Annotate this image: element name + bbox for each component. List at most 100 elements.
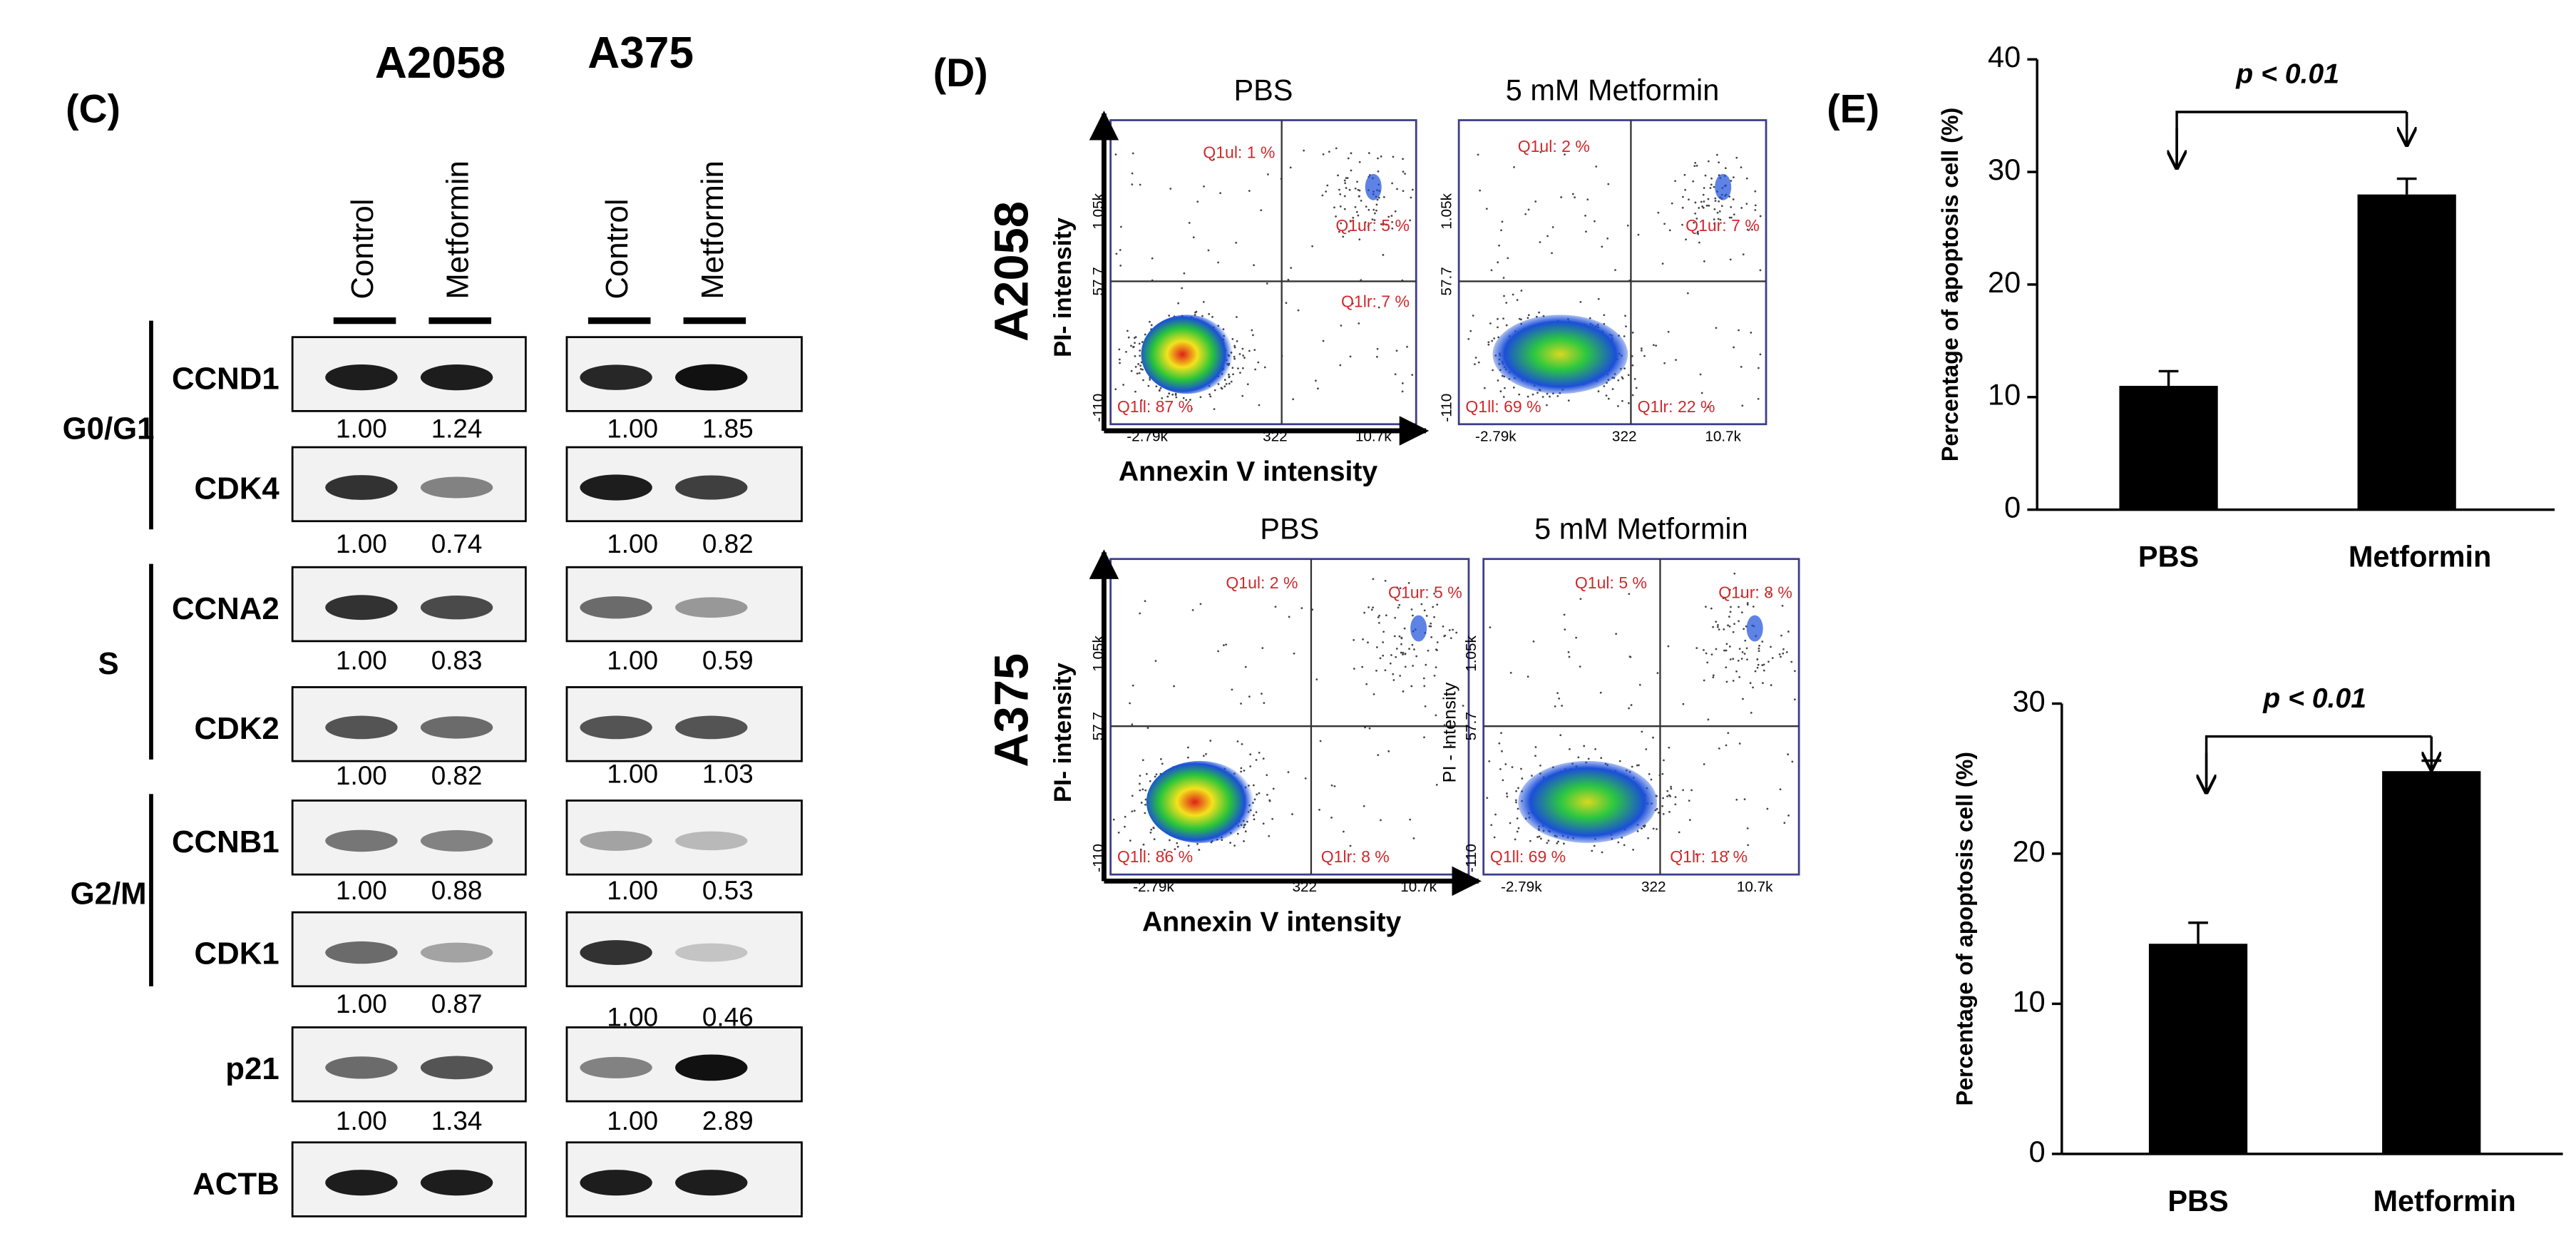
event-dot [1217,261,1219,264]
cell-line-label: A2058 [986,201,1039,342]
event-dot [1228,375,1231,378]
y-axis-label: PI- intensity [1050,217,1077,357]
event-dot [1144,812,1146,815]
event-dot [1412,837,1415,839]
event-dot [1499,390,1502,393]
event-dot [1749,682,1752,685]
event-dot [1462,705,1464,707]
event-dot [1757,367,1760,369]
event-dot [1563,613,1566,616]
event-dot [1703,260,1705,262]
event-dot [1213,389,1216,392]
event-dot [1384,669,1387,672]
event-dot [1514,799,1517,802]
event-dot [1750,712,1753,714]
event-dot [1643,354,1646,357]
event-dot [1358,228,1360,230]
event-dot [1155,385,1158,388]
density-blob [1146,760,1254,843]
event-dot [1367,606,1370,608]
event-dot [1173,685,1175,688]
event-dot [1738,606,1740,608]
event-dot [1728,616,1730,618]
event-dot [1770,684,1772,687]
event-dot [1140,802,1143,804]
event-dot [1761,640,1764,643]
event-dot [1738,620,1740,623]
event-dot [1720,205,1723,208]
event-dot [1650,778,1653,781]
event-dot [1489,322,1492,325]
event-dot [1652,736,1654,739]
event-dot [1398,603,1401,606]
event-dot [1448,629,1451,631]
event-dot [1114,388,1117,391]
event-dot [1267,173,1269,175]
event-dot [1694,201,1697,204]
event-dot [1378,621,1380,624]
event-dot [1652,827,1655,830]
event-dot [1688,819,1691,822]
event-dot [1402,170,1405,173]
event-dot [1725,744,1728,747]
event-dot [1412,188,1414,191]
event-dot [1577,756,1580,759]
event-dot [1766,807,1769,810]
event-dot [1266,793,1268,796]
event-dot [1131,795,1134,797]
event-dot [1762,682,1764,685]
y-tick-label: 0 [2029,1135,2046,1168]
event-dot [1771,657,1774,660]
event-dot [1229,842,1232,844]
event-dot [1242,354,1244,357]
y-tick-label: 10 [1988,378,2021,412]
event-dot [1738,676,1741,678]
event-dot [1423,609,1426,612]
event-dot [1564,153,1566,156]
event-dot [1144,600,1146,603]
event-dot [1175,396,1178,399]
event-dot [1509,822,1512,824]
event-dot [1288,616,1290,618]
ratio-label: 0.74 [431,529,483,558]
event-dot [1724,167,1727,170]
event-dot [1746,602,1749,604]
event-dot [1134,390,1136,393]
event-dot [1365,683,1368,685]
event-dot [1367,641,1369,644]
event-dot [1706,661,1709,664]
event-dot [1118,358,1121,361]
event-dot [1330,817,1333,819]
event-dot [1526,395,1529,398]
event-dot [1354,187,1357,190]
event-dot [1626,224,1629,227]
event-dot [1524,213,1527,215]
quadrant-label: Q1ur: 7 % [1685,216,1760,235]
event-dot [1787,630,1790,633]
x-tick-label: 322 [1641,879,1666,895]
event-dot [1747,844,1750,847]
event-dot [1410,196,1412,199]
event-dot [1262,757,1265,760]
event-dot [1412,665,1415,667]
event-dot [1402,158,1404,160]
event-dot [1149,831,1152,834]
event-dot [1507,257,1509,260]
event-dot [1628,593,1631,596]
event-dot [1436,603,1439,606]
event-dot [1787,753,1790,756]
event-dot [1520,290,1523,292]
event-dot [1732,198,1735,200]
event-dot [1781,605,1784,607]
y-tick-label: 30 [1988,153,2021,186]
ratio-label: 1.24 [431,414,483,444]
event-dot [1712,626,1714,628]
event-dot [1209,393,1211,396]
event-dot [1449,744,1452,747]
ratio-label: 0.53 [702,876,754,905]
event-dot [1377,306,1380,309]
event-dot [1241,347,1244,350]
event-dot [1783,822,1786,824]
event-dot [1536,392,1539,394]
ratio-label: 1.00 [607,414,658,444]
